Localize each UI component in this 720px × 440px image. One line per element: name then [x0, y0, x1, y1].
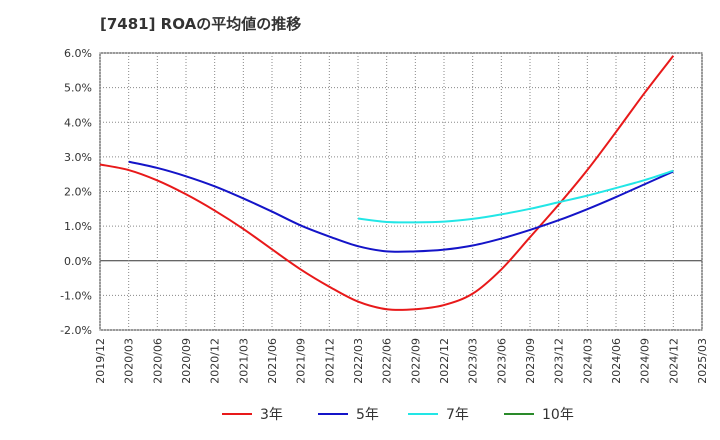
x-axis-labels: 2019/12 2020/03 2020/06 2020/09 2020/12 2021/… — [94, 338, 709, 384]
grid — [99, 52, 703, 331]
series-lines — [99, 55, 675, 311]
legend-label: 3年 — [260, 407, 283, 423]
legend-swatch — [408, 413, 438, 415]
x-tick-label: 2021/03 — [237, 338, 250, 384]
x-tick-label: 2022/09 — [409, 338, 422, 384]
x-tick-label: 2020/09 — [180, 338, 193, 384]
x-tick-label: 2023/03 — [467, 338, 480, 384]
x-tick-label: 2023/09 — [524, 338, 537, 384]
x-tick-label: 2024/03 — [581, 338, 594, 384]
chart-title: [7481] ROAの平均値の推移 — [100, 15, 302, 33]
x-tick-label: 2020/12 — [209, 338, 222, 384]
x-tick-label: 2021/06 — [266, 338, 279, 384]
legend-item: 7年 — [408, 403, 469, 425]
series-line-0 — [99, 55, 675, 311]
legend-label: 10年 — [542, 407, 574, 423]
legend-item: 3年 — [222, 403, 283, 425]
series-line-2 — [357, 169, 674, 224]
y-tick-label: -2.0% — [60, 324, 92, 337]
legend-swatch — [222, 413, 252, 415]
y-tick-label: 0.0% — [64, 255, 92, 268]
x-tick-label: 2024/12 — [667, 338, 680, 384]
x-tick-label: 2023/06 — [495, 338, 508, 384]
x-tick-label: 2022/03 — [352, 338, 365, 384]
y-tick-label: 6.0% — [64, 47, 92, 60]
y-axis-labels: 6.0% 5.0% 4.0% 3.0% 2.0% 1.0% 0.0% -1.0% -2.0% — [60, 47, 92, 337]
x-tick-label: 2023/12 — [553, 338, 566, 384]
y-tick-label: 2.0% — [64, 186, 92, 199]
legend-swatch — [504, 413, 534, 415]
x-tick-label: 2024/09 — [639, 338, 652, 384]
y-tick-label: 3.0% — [64, 151, 92, 164]
series-line-1 — [128, 160, 674, 253]
x-tick-label: 2024/06 — [610, 338, 623, 384]
x-tick-label: 2021/09 — [295, 338, 308, 384]
x-tick-label: 2020/03 — [123, 338, 136, 384]
legend-item: 5年 — [318, 403, 379, 425]
legend: 3年 5年 7年 10年 — [0, 403, 720, 425]
x-tick-label: 2019/12 — [94, 338, 107, 384]
x-tick-label: 2020/06 — [151, 338, 164, 384]
y-tick-label: 4.0% — [64, 116, 92, 129]
y-tick-label: -1.0% — [60, 289, 92, 302]
y-tick-label: 1.0% — [64, 220, 92, 233]
y-tick-label: 5.0% — [64, 82, 92, 95]
x-tick-label: 2022/06 — [381, 338, 394, 384]
legend-swatch — [318, 413, 348, 415]
x-tick-label: 2022/12 — [438, 338, 451, 384]
legend-label: 7年 — [446, 407, 469, 423]
legend-label: 5年 — [356, 407, 379, 423]
legend-item: 10年 — [504, 403, 574, 425]
x-tick-label: 2021/12 — [323, 338, 336, 384]
x-tick-label: 2025/03 — [696, 338, 709, 384]
